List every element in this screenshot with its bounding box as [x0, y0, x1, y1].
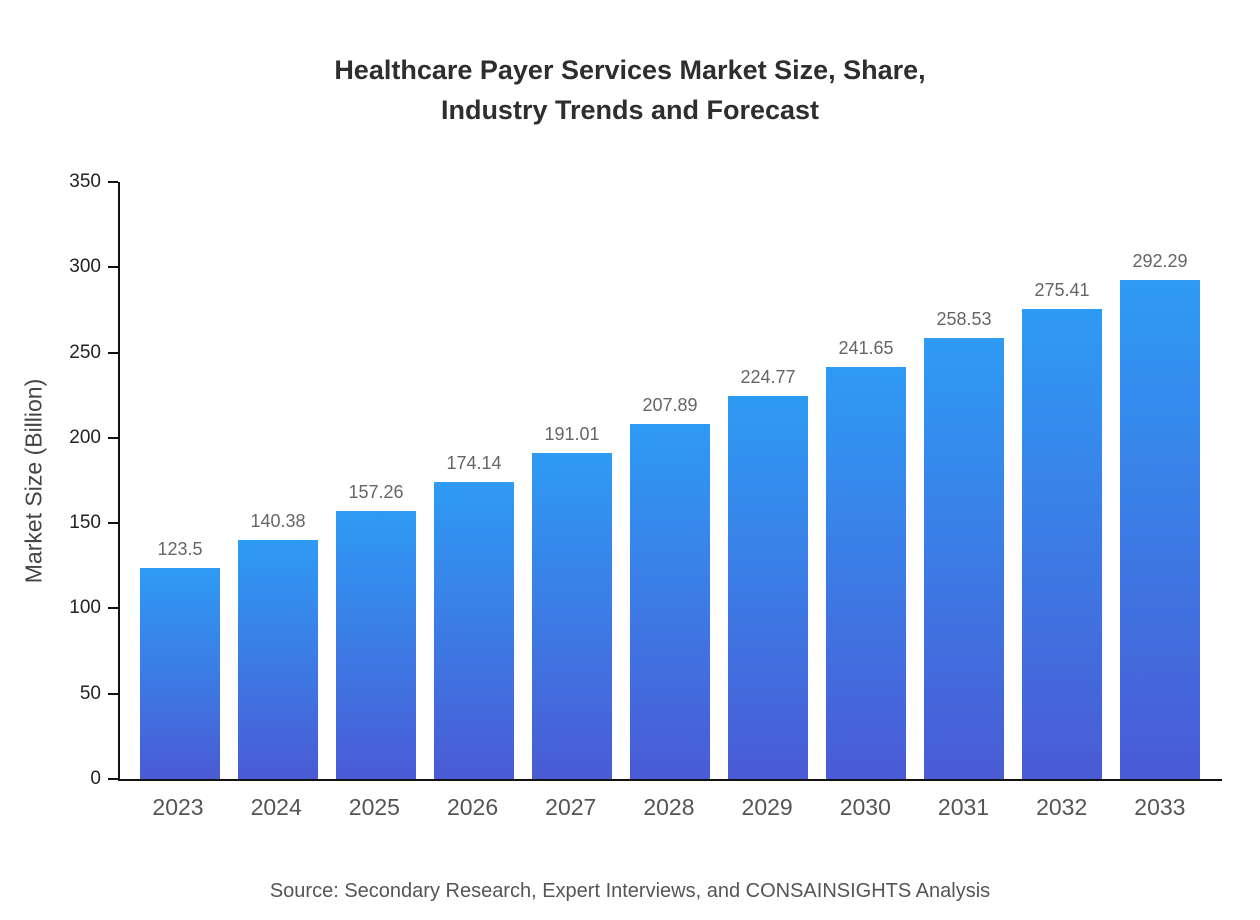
bar — [826, 366, 906, 779]
x-tick-label: 2033 — [1134, 794, 1186, 820]
x-tick-label: 2032 — [1036, 794, 1088, 820]
plot-area: 0 50 100 150 200 250 300 350 123.5 140.38 157.26 1… — [69, 171, 1222, 789]
x-axis-labels: 2023 2024 2025 2026 2027 2028 2029 2030 2031 2032… — [118, 794, 1222, 821]
y-tick-label: 0 — [90, 768, 101, 789]
y-tick-mark — [108, 436, 118, 439]
y-tick-label: 300 — [69, 256, 101, 278]
bar-group: 123.5 — [140, 182, 220, 779]
bar-value-label: 224.77 — [740, 366, 796, 387]
y-tick-mark — [108, 692, 118, 695]
bar — [728, 395, 808, 779]
x-tick-label: 2028 — [643, 794, 695, 820]
y-tick: 100 — [69, 597, 118, 619]
source-note: Source: Secondary Research, Expert Inter… — [269, 880, 991, 902]
chart-title: Healthcare Payer Services Market Size, S… — [0, 50, 1260, 130]
y-tick-mark — [108, 181, 118, 183]
bar-group: 258.53 — [924, 182, 1004, 779]
bar — [434, 481, 514, 779]
bar — [630, 424, 710, 779]
y-tick: 150 — [69, 512, 118, 534]
bars-container: 123.5 140.38 157.26 174.14 191.01 207.89 224.7… — [120, 182, 1222, 779]
bar-group: 157.26 — [336, 182, 416, 779]
bar-group: 241.65 — [826, 182, 906, 779]
y-tick-label: 150 — [69, 512, 101, 534]
bar-group: 140.38 — [238, 182, 318, 779]
y-tick: 300 — [69, 256, 118, 278]
bar-value-label: 123.5 — [157, 539, 203, 560]
bar — [336, 510, 416, 779]
x-tick-label: 2029 — [741, 794, 793, 820]
x-tick-label: 2031 — [937, 794, 990, 820]
bar — [238, 539, 318, 779]
chart-title-line2: Industry Trends and Forecast — [440, 95, 820, 125]
y-tick-mark — [108, 607, 118, 610]
y-tick: 200 — [69, 427, 118, 449]
chart-title-line1: Healthcare Payer Services Market Size, S… — [334, 55, 926, 85]
bar-value-label: 207.89 — [642, 395, 698, 416]
bar — [140, 568, 220, 779]
bar — [532, 453, 612, 779]
bar-value-label: 241.65 — [838, 337, 894, 358]
bar-group: 292.29 — [1120, 182, 1200, 779]
bar-value-label: 191.01 — [544, 424, 600, 445]
bar-group: 207.89 — [630, 182, 710, 779]
y-tick-label: 350 — [69, 171, 101, 192]
bar — [1022, 309, 1102, 779]
x-tick-label: 2023 — [152, 794, 204, 820]
bar-value-label: 258.53 — [936, 309, 992, 330]
y-tick-label: 50 — [79, 682, 101, 704]
y-tick: 250 — [69, 342, 118, 364]
bar-value-label: 275.41 — [1034, 280, 1090, 301]
x-tick-label: 2024 — [250, 794, 302, 820]
y-tick-label: 200 — [69, 426, 101, 448]
y-tick-label: 100 — [69, 597, 101, 619]
y-tick-label: 250 — [69, 341, 101, 363]
bar-group: 224.77 — [728, 182, 808, 779]
y-tick-mark — [108, 778, 118, 780]
bar — [1120, 280, 1200, 779]
bar-value-label: 140.38 — [250, 510, 306, 531]
y-tick: 350 — [69, 171, 118, 193]
y-tick-mark — [108, 266, 118, 269]
y-tick: 0 — [90, 768, 118, 790]
x-tick-label: 2027 — [545, 794, 597, 820]
bar-value-label: 174.14 — [446, 452, 502, 473]
bar-value-label: 292.29 — [1132, 251, 1188, 272]
y-tick-mark — [108, 522, 118, 525]
bar-group: 174.14 — [434, 182, 514, 779]
bar-group: 191.01 — [532, 182, 612, 779]
x-tick-label: 2025 — [348, 794, 400, 820]
bar — [924, 338, 1004, 779]
bar-value-label: 157.26 — [348, 481, 404, 502]
bar-group: 275.41 — [1022, 182, 1102, 779]
x-tick-label: 2030 — [839, 794, 891, 820]
x-tick-label: 2026 — [446, 794, 499, 820]
y-tick-mark — [108, 351, 118, 354]
y-axis-title: Market Size (Billion) — [20, 378, 47, 584]
y-tick: 50 — [80, 683, 118, 705]
